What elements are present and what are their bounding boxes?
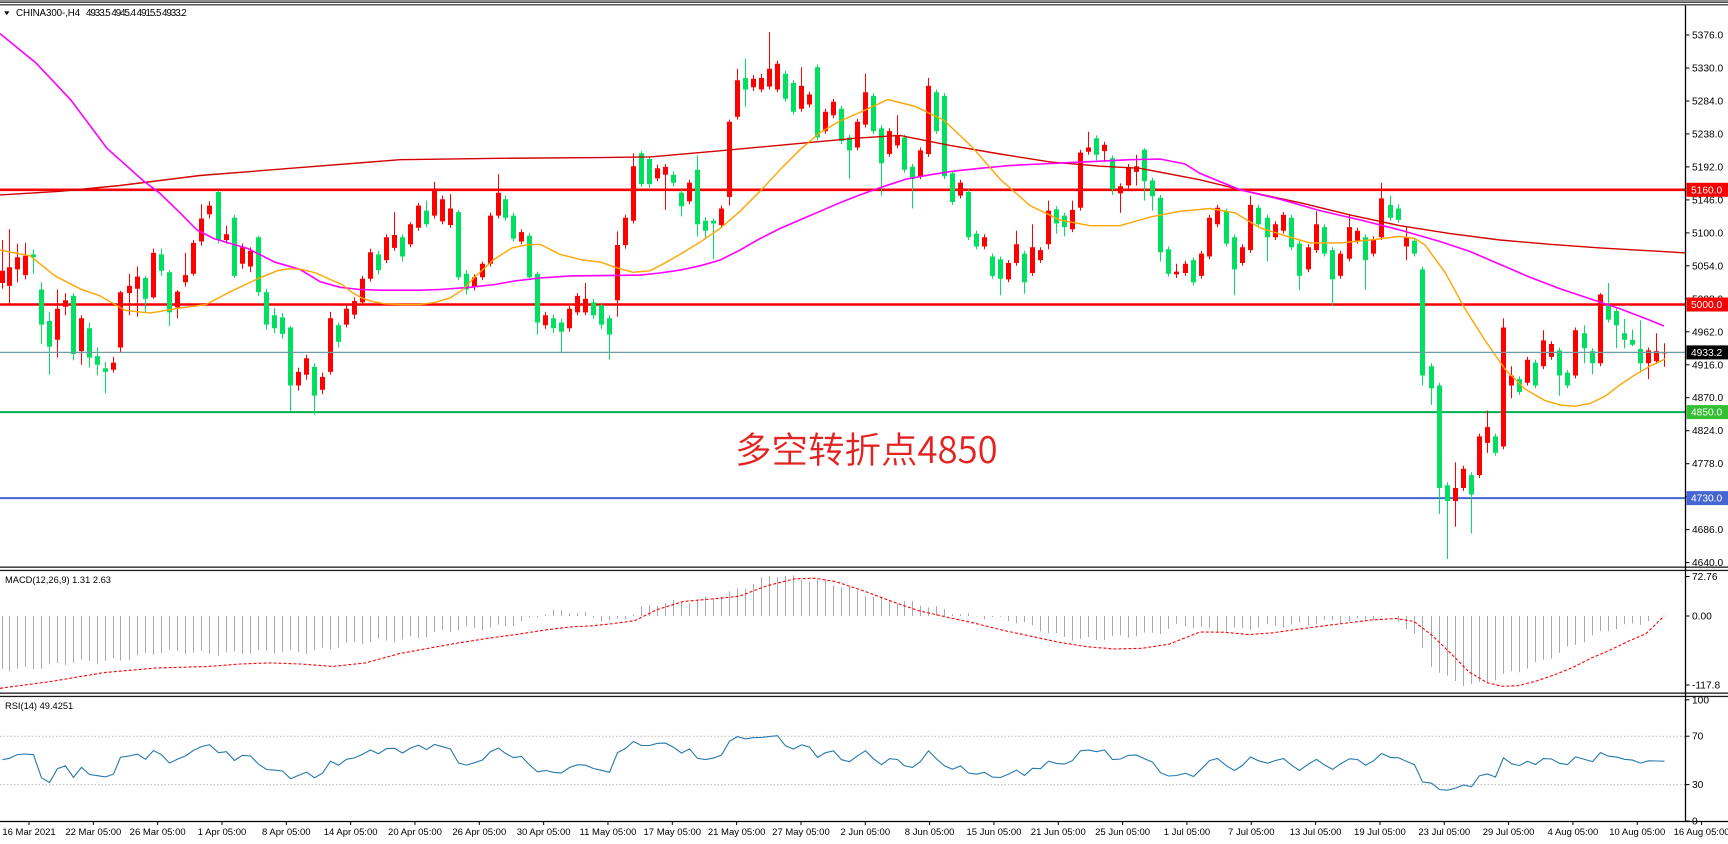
svg-text:26 Apr 05:00: 26 Apr 05:00 <box>452 827 506 838</box>
svg-text:100: 100 <box>1692 695 1709 706</box>
svg-text:23 Jul 05:00: 23 Jul 05:00 <box>1418 827 1470 838</box>
svg-text:5000.0: 5000.0 <box>1691 300 1722 311</box>
svg-text:5054.0: 5054.0 <box>1692 261 1723 272</box>
svg-text:MACD(12,26,9) 1.31 2.63: MACD(12,26,9) 1.31 2.63 <box>5 575 111 585</box>
svg-text:4870.0: 4870.0 <box>1692 393 1723 404</box>
svg-text:4640.0: 4640.0 <box>1692 558 1723 569</box>
svg-text:-117.8: -117.8 <box>1692 681 1720 692</box>
svg-text:4916.0: 4916.0 <box>1692 360 1723 371</box>
svg-text:70: 70 <box>1692 732 1704 743</box>
svg-text:8 Apr 05:00: 8 Apr 05:00 <box>262 827 311 838</box>
svg-text:5160.0: 5160.0 <box>1691 185 1722 196</box>
svg-text:4850.0: 4850.0 <box>1691 408 1722 419</box>
svg-text:1 Jul 05:00: 1 Jul 05:00 <box>1164 827 1210 838</box>
svg-text:16 Aug 05:00: 16 Aug 05:00 <box>1674 827 1728 838</box>
svg-text:25 Jun 05:00: 25 Jun 05:00 <box>1095 827 1150 838</box>
svg-text:2 Jun 05:00: 2 Jun 05:00 <box>840 827 890 838</box>
svg-text:30 Apr 05:00: 30 Apr 05:00 <box>517 827 571 838</box>
svg-text:26 Mar 05:00: 26 Mar 05:00 <box>130 827 186 838</box>
svg-text:0: 0 <box>1692 817 1698 828</box>
svg-text:8 Jun 05:00: 8 Jun 05:00 <box>905 827 955 838</box>
svg-text:CHINA300-,H4: CHINA300-,H4 <box>16 8 81 19</box>
svg-text:4933.2: 4933.2 <box>1691 348 1722 359</box>
svg-text:5284.0: 5284.0 <box>1692 97 1723 108</box>
svg-text:14 Apr 05:00: 14 Apr 05:00 <box>324 827 378 838</box>
svg-text:19 Jul 05:00: 19 Jul 05:00 <box>1354 827 1406 838</box>
svg-text:72.76: 72.76 <box>1692 572 1718 583</box>
svg-text:17 May 05:00: 17 May 05:00 <box>644 827 702 838</box>
svg-text:27 May 05:00: 27 May 05:00 <box>772 827 830 838</box>
svg-text:4686.0: 4686.0 <box>1692 525 1723 536</box>
svg-text:4933.5 4945.4 4915.5 4933.2: 4933.5 4945.4 4915.5 4933.2 <box>86 8 186 19</box>
svg-text:5146.0: 5146.0 <box>1692 195 1723 206</box>
svg-text:4824.0: 4824.0 <box>1692 426 1723 437</box>
svg-text:10 Aug 05:00: 10 Aug 05:00 <box>1609 827 1665 838</box>
svg-text:30: 30 <box>1692 780 1704 791</box>
svg-text:22 Mar 05:00: 22 Mar 05:00 <box>65 827 121 838</box>
svg-text:13 Jul 05:00: 13 Jul 05:00 <box>1290 827 1342 838</box>
svg-text:11 May 05:00: 11 May 05:00 <box>580 827 637 838</box>
svg-text:4 Aug 05:00: 4 Aug 05:00 <box>1548 827 1599 838</box>
svg-text:5100.0: 5100.0 <box>1692 228 1723 239</box>
svg-text:5376.0: 5376.0 <box>1692 31 1723 42</box>
svg-text:0.00: 0.00 <box>1692 612 1712 623</box>
svg-text:1 Apr 05:00: 1 Apr 05:00 <box>198 827 247 838</box>
svg-text:16 Mar 2021: 16 Mar 2021 <box>2 827 55 838</box>
svg-text:29 Jul 05:00: 29 Jul 05:00 <box>1483 827 1535 838</box>
svg-text:5192.0: 5192.0 <box>1692 162 1723 173</box>
svg-text:15 Jun 05:00: 15 Jun 05:00 <box>966 827 1021 838</box>
svg-text:RSI(14) 49.4251: RSI(14) 49.4251 <box>5 701 73 711</box>
svg-text:4778.0: 4778.0 <box>1692 459 1723 470</box>
svg-text:21 May 05:00: 21 May 05:00 <box>708 827 766 838</box>
svg-text:5330.0: 5330.0 <box>1692 64 1723 75</box>
svg-text:20 Apr 05:00: 20 Apr 05:00 <box>388 827 442 838</box>
svg-text:7 Jul 05:00: 7 Jul 05:00 <box>1228 827 1274 838</box>
svg-text:5238.0: 5238.0 <box>1692 129 1723 140</box>
svg-text:4730.0: 4730.0 <box>1691 494 1722 505</box>
svg-text:21 Jun 05:00: 21 Jun 05:00 <box>1031 827 1086 838</box>
svg-text:4962.0: 4962.0 <box>1692 327 1723 338</box>
